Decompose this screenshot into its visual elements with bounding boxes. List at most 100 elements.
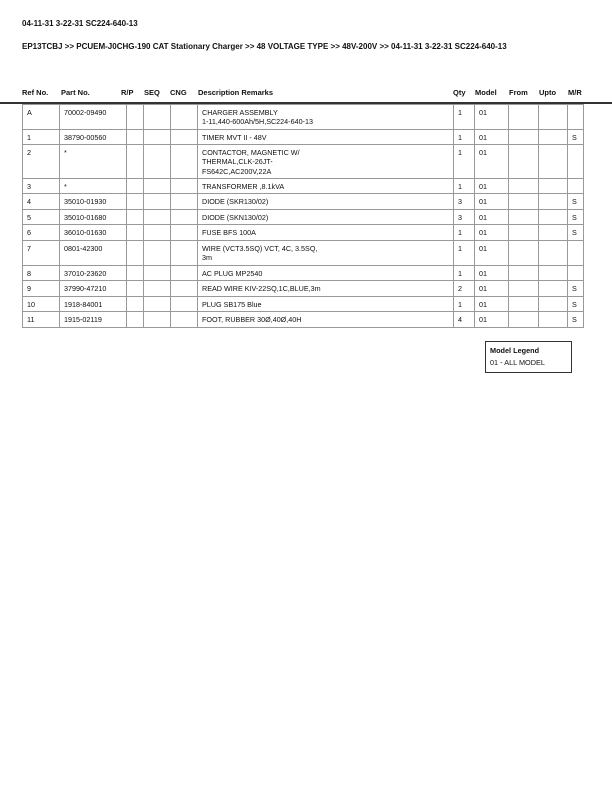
seq-cell xyxy=(143,264,171,282)
header-rp: R/P xyxy=(121,88,134,97)
cng-cell xyxy=(170,280,198,297)
legend-title: Model Legend xyxy=(490,346,540,355)
part-no-cell: 36010-01630 xyxy=(59,224,127,241)
model-cell: 01 xyxy=(474,264,509,282)
model-cell: 01 xyxy=(474,239,509,266)
part-no-cell: 35010-01930 xyxy=(59,193,127,210)
rp-cell xyxy=(126,178,144,195)
from-cell xyxy=(508,178,539,195)
ref-cell: 7 xyxy=(22,239,60,266)
description-cell: DIODE (SKR130/02) xyxy=(197,193,454,210)
mr-cell: S xyxy=(567,295,584,313)
table-row: 1 38790-00560 TIMER MVT II - 48V 1 01 S xyxy=(22,128,584,146)
header-model: Model xyxy=(475,88,497,97)
from-cell xyxy=(508,128,539,146)
mr-cell xyxy=(567,239,584,266)
rp-cell xyxy=(126,144,144,179)
upto-cell xyxy=(538,280,568,297)
rp-cell xyxy=(126,311,144,328)
table-row: 4 35010-01930 DIODE (SKR130/02) 3 01 S xyxy=(22,193,584,210)
part-no-cell: 1915-02119 xyxy=(59,311,127,328)
ref-cell: 9 xyxy=(22,280,60,297)
from-cell xyxy=(508,295,539,313)
ref-cell: 4 xyxy=(22,193,60,210)
cng-cell xyxy=(170,144,198,179)
mr-cell xyxy=(567,144,584,179)
table-row: A 70002-09490 CHARGER ASSEMBLY 1-11,440-600… xyxy=(22,104,584,130)
part-no-cell: 38790-00560 xyxy=(59,128,127,146)
description-cell: FUSE BFS 100A xyxy=(197,224,454,241)
qty-cell: 1 xyxy=(453,239,475,266)
seq-cell xyxy=(143,128,171,146)
header-desc: Description Remarks xyxy=(198,88,274,97)
description-cell: TIMER MVT II - 48V xyxy=(197,128,454,146)
part-no-cell: 0801-42300 xyxy=(59,239,127,266)
part-no-cell: 70002-09490 xyxy=(59,104,127,130)
cng-cell xyxy=(170,193,198,210)
from-cell xyxy=(508,280,539,297)
from-cell xyxy=(508,193,539,210)
model-cell: 01 xyxy=(474,209,509,226)
model-cell: 01 xyxy=(474,104,509,130)
seq-cell xyxy=(143,280,171,297)
model-cell: 01 xyxy=(474,128,509,146)
model-cell: 01 xyxy=(474,224,509,241)
ref-cell: 5 xyxy=(22,209,60,226)
ref-cell: 3 xyxy=(22,178,60,195)
header-mr: M/R xyxy=(568,88,582,97)
table-row: 10 1918-84001 PLUG SB175 Blue 1 01 S xyxy=(22,295,584,313)
header-from: From xyxy=(509,88,528,97)
page-title: 04-11-31 3-22-31 SC224-640-13 xyxy=(22,19,138,28)
table-row: 2 * CONTACTOR, MAGNETIC W/THERMAL,CLK-26J… xyxy=(22,144,584,179)
description-cell: AC PLUG MP2540 xyxy=(197,264,454,282)
upto-cell xyxy=(538,144,568,179)
ref-cell: 8 xyxy=(22,264,60,282)
upto-cell xyxy=(538,295,568,313)
seq-cell xyxy=(143,144,171,179)
cng-cell xyxy=(170,104,198,130)
ref-cell: 10 xyxy=(22,295,60,313)
mr-cell: S xyxy=(567,224,584,241)
qty-cell: 1 xyxy=(453,178,475,195)
table-row: 5 35010-01680 DIODE (SKN130/02) 3 01 S xyxy=(22,209,584,226)
model-cell: 01 xyxy=(474,280,509,297)
qty-cell: 4 xyxy=(453,311,475,328)
from-cell xyxy=(508,209,539,226)
mr-cell: S xyxy=(567,193,584,210)
upto-cell xyxy=(538,178,568,195)
mr-cell: S xyxy=(567,280,584,297)
cng-cell xyxy=(170,311,198,328)
description-cell: CONTACTOR, MAGNETIC W/THERMAL,CLK-26JT- F… xyxy=(197,144,454,179)
qty-cell: 1 xyxy=(453,144,475,179)
part-no-cell: 37010-23620 xyxy=(59,264,127,282)
table-row: 11 1915-02119 FOOT, RUBBER 30Ø,40Ø,40H 4 01 S xyxy=(22,311,584,328)
description-cell: READ WIRE KIV-22SQ,1C,BLUE,3m xyxy=(197,280,454,297)
cng-cell xyxy=(170,264,198,282)
rp-cell xyxy=(126,193,144,210)
seq-cell xyxy=(143,178,171,195)
header-seq: SEQ xyxy=(144,88,160,97)
rp-cell xyxy=(126,128,144,146)
breadcrumb: EP13TCBJ >> PCUEM-J0CHG-190 CAT Stationa… xyxy=(22,42,507,51)
header-divider xyxy=(0,102,612,104)
from-cell xyxy=(508,144,539,179)
header-upto: Upto xyxy=(539,88,557,97)
from-cell xyxy=(508,104,539,130)
rp-cell xyxy=(126,264,144,282)
rp-cell xyxy=(126,209,144,226)
rp-cell xyxy=(126,224,144,241)
model-cell: 01 xyxy=(474,144,509,179)
model-cell: 01 xyxy=(474,193,509,210)
upto-cell xyxy=(538,264,568,282)
seq-cell xyxy=(143,193,171,210)
table-row: 8 37010-23620 AC PLUG MP2540 1 01 xyxy=(22,264,584,282)
from-cell xyxy=(508,224,539,241)
model-cell: 01 xyxy=(474,178,509,195)
header-cng: CNG xyxy=(170,88,187,97)
qty-cell: 1 xyxy=(453,224,475,241)
table-row: 9 37990-47210 READ WIRE KIV-22SQ,1C,BLUE,3… xyxy=(22,280,584,297)
part-no-cell: * xyxy=(59,178,127,195)
legend-entry: 01 - ALL MODEL xyxy=(490,358,545,367)
upto-cell xyxy=(538,104,568,130)
qty-cell: 1 xyxy=(453,104,475,130)
